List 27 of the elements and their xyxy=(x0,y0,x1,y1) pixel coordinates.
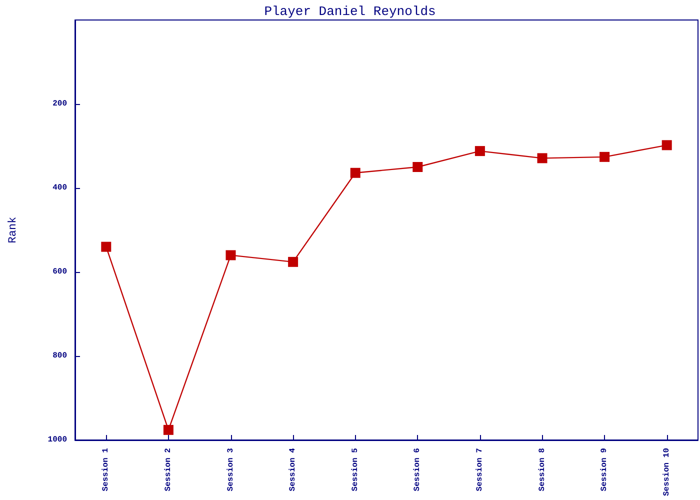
x-tick-label: Session 9 xyxy=(600,448,610,492)
point xyxy=(600,152,610,162)
point xyxy=(537,153,548,164)
x-tick-label: Session 1 xyxy=(102,448,111,492)
point xyxy=(412,162,423,172)
y-tick-label: 1000 xyxy=(48,436,68,444)
y-tick-label: 200 xyxy=(52,100,68,108)
point xyxy=(226,250,236,260)
point xyxy=(662,140,672,150)
x-tick-label: Session 6 xyxy=(413,448,422,492)
point xyxy=(474,146,485,156)
x-tick-label: Session 2 xyxy=(164,448,173,492)
y-tick-label: 800 xyxy=(52,352,68,360)
y-tick-label: 600 xyxy=(52,268,68,276)
x-tick-label: Session 7 xyxy=(475,448,484,492)
x-tick-label: Session 3 xyxy=(226,448,236,492)
x-tick-label: Session 10 xyxy=(662,448,672,496)
x-tick-label: Session 8 xyxy=(538,448,547,492)
point xyxy=(288,256,298,267)
point xyxy=(163,424,174,435)
chart-title: Player Daniel Reynolds xyxy=(264,4,436,19)
x-tick-label: Session 5 xyxy=(350,448,360,492)
y-axis-title: Rank xyxy=(8,216,20,244)
y-tick-label: 400 xyxy=(52,184,68,192)
point xyxy=(101,242,112,252)
point xyxy=(350,168,360,178)
x-tick-label: Session 4 xyxy=(288,448,298,492)
